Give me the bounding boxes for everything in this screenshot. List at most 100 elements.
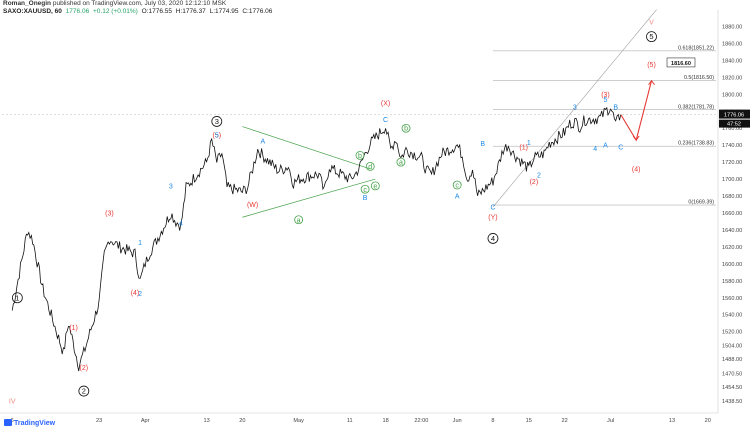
wave-label: (Y) — [488, 215, 497, 222]
wave-label: c — [455, 183, 459, 190]
channel-line — [492, 9, 657, 208]
y-tick-label: 1660.00 — [722, 211, 742, 217]
x-tick-label: 22:00 — [414, 418, 428, 424]
wave-label: (3) — [105, 211, 114, 218]
open-value: O:1776.55 — [141, 8, 172, 15]
wave-label: 1 — [527, 140, 531, 147]
x-tick-label: 15 — [526, 418, 532, 424]
price-series-line — [11, 106, 622, 372]
wave-label: a — [399, 160, 403, 167]
x-tick-label: Jul — [607, 418, 614, 424]
y-tick-label: 1820.00 — [722, 75, 742, 81]
y-tick-label: 1880.00 — [722, 24, 742, 30]
wave-label: (X) — [381, 100, 390, 107]
wave-label: 2 — [537, 172, 541, 179]
y-tick-label: 1488.00 — [722, 357, 742, 363]
wave-label: 4 — [491, 234, 495, 243]
wave-label: B — [363, 195, 368, 202]
wave-label: 3 — [169, 183, 173, 190]
y-axis[interactable]: 1880.001860.001840.001820.001800.001780.… — [717, 10, 750, 413]
x-tick-label: 18 — [382, 418, 388, 424]
wave-label-circle — [211, 116, 223, 127]
countdown-tag — [719, 119, 750, 128]
wave-label: (1) — [519, 144, 528, 151]
y-tick-label: 1438.50 — [722, 399, 742, 405]
low-value: L:1774.95 — [209, 8, 239, 15]
tradingview-logo[interactable]: TradingView — [4, 419, 55, 427]
x-tick-label: 8 — [491, 418, 494, 424]
x-tick-label: 13 — [203, 418, 209, 424]
wave-label-circle — [396, 157, 406, 167]
wave-label: (W) — [247, 202, 258, 209]
target-label: 1816.60 — [671, 61, 691, 67]
triangle-upper-line — [242, 126, 371, 170]
fib-level-label: 0.236(1738.83) — [678, 141, 714, 147]
wave-label: 1 — [15, 293, 19, 302]
wave-label: c — [363, 187, 367, 194]
y-tick-label: 1470.50 — [722, 372, 742, 378]
triangle-lower-line — [242, 178, 376, 218]
y-tick-label: 1700.00 — [722, 177, 742, 183]
y-tick-label: 1620.00 — [722, 245, 742, 251]
fib-level-label: 0(1669.39) — [688, 200, 714, 206]
fib-level-label: 0.5(1816.50) — [684, 75, 714, 81]
countdown-value: 47:52 — [727, 122, 741, 128]
wave-label: a — [297, 217, 301, 224]
y-tick-label: 1504.00 — [722, 343, 742, 349]
wave-label: (5) — [647, 62, 656, 69]
close-value: C:1776.06 — [242, 8, 273, 15]
projection-arrow-up — [648, 79, 655, 86]
y-tick-label: 1680.00 — [722, 194, 742, 200]
wave-label-circle — [370, 181, 380, 191]
wave-label-circle — [487, 233, 499, 244]
wave-label: 3 — [573, 105, 577, 112]
x-tick-label: 11 — [347, 418, 353, 424]
wave-label: 4 — [179, 221, 183, 228]
wave-label: 4 — [593, 146, 597, 153]
current-price-value: 1776.06 — [724, 113, 744, 119]
y-tick-label: 1760.00 — [722, 126, 742, 132]
current-price-tag — [719, 109, 750, 119]
y-tick-label: 1560.00 — [722, 296, 742, 302]
wave-label: C — [618, 144, 623, 151]
wave-label: 5 — [215, 133, 219, 140]
wave-label-circle — [294, 215, 304, 225]
wave-label-circle — [360, 184, 370, 194]
y-tick-label: 1840.00 — [722, 58, 742, 64]
wave-label-circle — [78, 385, 90, 397]
wave-label: (2) — [530, 179, 539, 186]
fib-level-label: 0.382(1781.78) — [678, 104, 714, 110]
wave-label-circle — [11, 292, 23, 304]
wave-label: A — [260, 138, 265, 145]
wave-label: 1 — [138, 240, 142, 247]
wave-label: C — [490, 205, 495, 212]
wave-label: (5) — [213, 133, 222, 140]
wave-label: 2 — [82, 387, 86, 396]
tradingview-icon — [4, 419, 12, 426]
x-tick-label: May — [293, 418, 304, 424]
projection-path — [620, 80, 653, 142]
wave-label: (2) — [80, 365, 89, 372]
brand-label: TradingView — [14, 420, 56, 427]
wave-label: IV — [9, 399, 16, 406]
projection-arrow-down — [632, 135, 640, 141]
y-tick-label: 1720.00 — [722, 160, 742, 166]
wave-label: d — [368, 164, 372, 171]
wave-label: V — [649, 20, 654, 27]
last-price: 1776.06 — [65, 8, 90, 15]
wave-label: A — [603, 143, 608, 150]
fib-level-label: 0.618(1851.22) — [678, 45, 714, 51]
wave-label: 5 — [649, 32, 653, 41]
publisher-line: Roman_Onegin published on TradingView.co… — [3, 0, 226, 7]
change-value: +0.12 (+0.01%) — [93, 8, 138, 15]
y-tick-label: 1740.00 — [722, 143, 742, 149]
x-axis[interactable]: 6 23 Apr 13 20 May 11 18 22:00 Jun 8 15 22 Jul 13 20 — [0, 412, 718, 424]
symbol-label: SAXO:XAUUSD, 60 — [3, 8, 62, 15]
y-tick-label: 1860.00 — [722, 41, 742, 47]
y-tick-label: 1454.50 — [722, 385, 742, 391]
wave-label-circle — [355, 150, 365, 160]
x-tick-label: 20 — [239, 418, 245, 424]
wave-label: e — [373, 183, 377, 190]
wave-label: (1) — [69, 325, 78, 332]
